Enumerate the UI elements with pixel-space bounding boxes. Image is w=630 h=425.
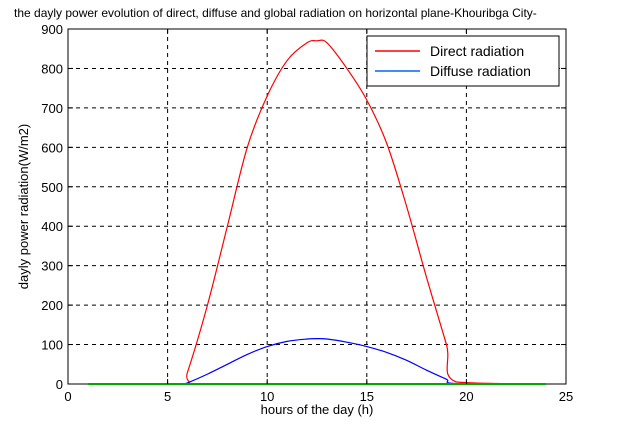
legend-label-diffuse: Diffuse radiation [430, 63, 531, 79]
x-axis-label: hours of the day (h) [261, 402, 374, 417]
axis-ticks: 0 5 10 15 20 25 0 100 200 300 400 500 600 700 800 900 [41, 22, 573, 404]
x-tick-label: 10 [260, 389, 274, 404]
x-tick-label: 20 [459, 389, 473, 404]
y-tick-label: 400 [41, 219, 63, 234]
chart-title: the dayly power evolution of direct, dif… [14, 6, 537, 20]
y-tick-label: 200 [41, 298, 63, 313]
x-tick-label: 15 [360, 389, 374, 404]
y-tick-label: 500 [41, 180, 63, 195]
series-lines [87, 39, 547, 385]
x-tick-label: 5 [164, 389, 171, 404]
y-tick-label: 700 [41, 101, 63, 116]
y-tick-label: 100 [41, 338, 63, 353]
series-line-diffuse [87, 338, 547, 385]
legend-box [366, 35, 560, 87]
x-tick-label: 25 [559, 389, 573, 404]
plot-area [67, 28, 567, 385]
grid-lines [68, 29, 566, 384]
y-tick-label: 900 [41, 22, 63, 37]
y-tick-label: 600 [41, 140, 63, 155]
x-tick-label: 0 [64, 389, 71, 404]
y-tick-label: 800 [41, 61, 63, 76]
legend: Direct radiation Diffuse radiation [366, 35, 560, 87]
y-axis-label: dayly power radiation(W/m2) [16, 124, 31, 289]
series-line-direct [87, 39, 547, 385]
y-tick-label: 300 [41, 259, 63, 274]
y-tick-label: 0 [56, 377, 63, 392]
legend-label-direct: Direct radiation [430, 43, 524, 59]
